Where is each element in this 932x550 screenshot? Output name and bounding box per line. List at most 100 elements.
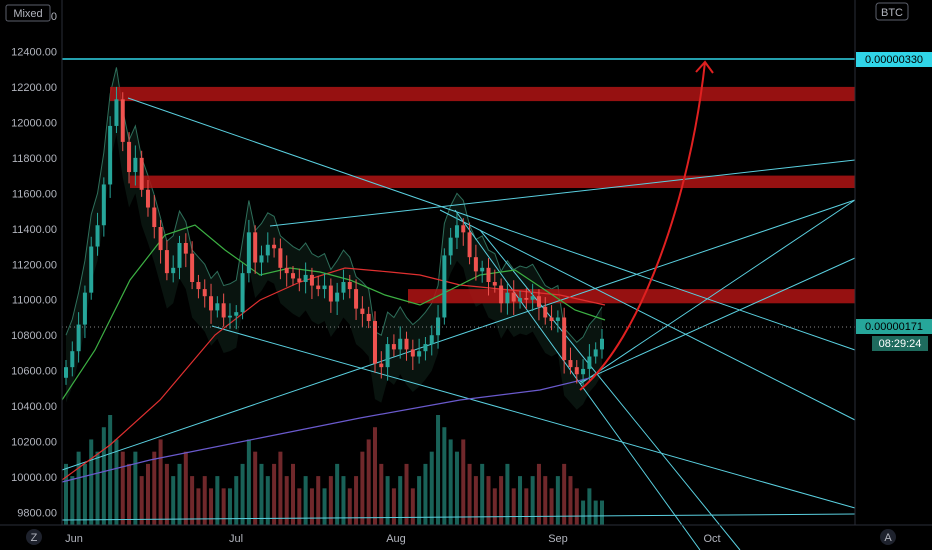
candle-body [253, 232, 258, 263]
volume-bar [328, 476, 333, 525]
volume-bar [492, 488, 497, 525]
candle-body [467, 232, 472, 258]
trend-lines [61, 97, 856, 550]
candle-body [76, 324, 81, 352]
candle-body [215, 303, 220, 311]
volume-bar [436, 415, 441, 525]
trend-line [269, 159, 856, 227]
left-tick-label: 12400.00 [11, 46, 57, 58]
candle-body [114, 99, 119, 126]
trend-line [61, 513, 856, 521]
volume-bar [543, 476, 548, 525]
volume-bar [555, 476, 560, 525]
candle-body [202, 289, 207, 297]
trend-line [579, 257, 856, 383]
volume-bar [120, 451, 125, 525]
timezone-button[interactable] [26, 529, 42, 545]
timezone-icon: Z [31, 532, 38, 544]
volume-bar [347, 488, 352, 525]
volume-bar [499, 476, 504, 525]
volume-bar [139, 476, 144, 525]
candle-body [473, 257, 478, 272]
volume-bar [196, 488, 201, 525]
candle-body [600, 338, 604, 350]
volume-bar [158, 439, 163, 525]
volume-bar [64, 463, 68, 525]
candle-body [95, 225, 100, 247]
left-axis[interactable]: 12600.0012400.0012200.0012000.0011800.00… [11, 11, 57, 520]
currency-box[interactable] [875, 2, 909, 21]
time-axis[interactable]: Jun Jul Aug Sep Oct [65, 533, 720, 545]
scale-mode-box[interactable] [5, 4, 51, 22]
time-tick-label: Sep [548, 533, 568, 545]
candle-body [221, 303, 226, 318]
auto-scale-button[interactable] [880, 529, 896, 545]
volume-bar [171, 476, 176, 525]
candle-body [297, 278, 302, 283]
left-tick-label: 11200.00 [12, 259, 57, 271]
volume-bar [423, 463, 428, 525]
candle-body [335, 292, 340, 302]
candle-body [341, 282, 346, 293]
volume-bar [322, 488, 327, 525]
candle-body [385, 344, 390, 368]
volume-bar [379, 463, 384, 525]
volume-bar [486, 476, 491, 525]
candle-body [278, 248, 283, 268]
moving-average-purple [61, 377, 591, 483]
volume-bar [335, 463, 340, 525]
volume-bar [183, 451, 188, 525]
current-price-text: 0.00000171 [865, 321, 923, 333]
candle-body [492, 282, 497, 286]
volume-bar [152, 451, 157, 525]
volume-bar [114, 439, 119, 525]
target-price-text: 0.00000330 [865, 54, 923, 66]
candle-body [461, 225, 466, 233]
candle-body [360, 308, 365, 314]
candle-body [240, 273, 245, 313]
candle-body [133, 157, 138, 173]
volume-bar [246, 439, 251, 525]
volume-bar [164, 463, 169, 525]
left-tick-label: 10200.00 [11, 437, 57, 449]
candle-body [410, 349, 415, 357]
volume-bar [303, 476, 308, 525]
volume-bar [101, 427, 106, 525]
candle-body [379, 363, 384, 368]
left-tick-label: 11800.00 [12, 153, 57, 165]
left-tick-label: 10800.00 [11, 330, 57, 342]
trend-line [61, 199, 856, 471]
candle-body [265, 244, 270, 256]
candle-body [328, 285, 333, 302]
volume-bar [291, 463, 296, 525]
candle-body [423, 344, 428, 352]
volume-bar [442, 427, 447, 525]
moving-average-red [61, 267, 606, 481]
volume-bar [234, 476, 239, 525]
volume-bar [549, 488, 554, 525]
bollinger-fill [66, 67, 602, 410]
candle-body [152, 207, 157, 228]
volume-bar [587, 488, 592, 525]
left-tick-label: 11600.00 [12, 188, 57, 200]
volume-bar [89, 439, 94, 525]
volume-bar [202, 476, 207, 525]
candle-body [536, 296, 541, 307]
bollinger-upper [65, 67, 603, 344]
time-tick-label: Aug [386, 533, 406, 545]
bollinger-band-area [65, 67, 603, 410]
candle-body [436, 317, 441, 336]
volume-bar [354, 476, 359, 525]
candle-body [593, 349, 598, 357]
trend-line [439, 209, 856, 421]
volume-bar [398, 476, 403, 525]
candle-body [347, 282, 352, 290]
candle-body [505, 292, 510, 304]
candle-body [139, 157, 144, 190]
candle-body [417, 351, 422, 357]
volume-bar [209, 488, 214, 525]
volume-bar [473, 476, 478, 525]
volume-bar [574, 488, 579, 525]
time-tick-label: Jun [65, 533, 83, 545]
